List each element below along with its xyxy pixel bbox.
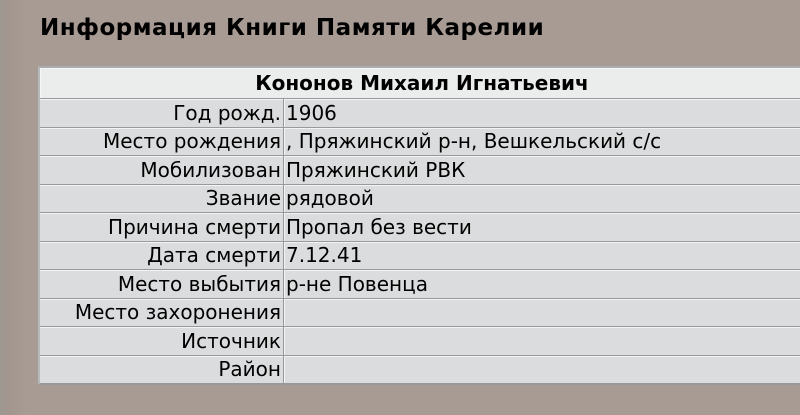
field-value: 1906 (284, 99, 800, 127)
record-row-birth-place: Место рождения , Пряжинский р-н, Вешкель… (40, 126, 800, 156)
record-person-name: Кононов Михаил Игнатьевич (40, 68, 800, 98)
record-row-source: Источник (40, 326, 800, 355)
field-value: Пряжинский РВК (284, 156, 800, 184)
field-label: Место захоронения (40, 298, 284, 326)
field-value (284, 299, 800, 327)
field-label: Год рожд. (40, 99, 284, 127)
record-row-death-date: Дата смерти 7.12.41 (40, 240, 800, 270)
field-label: Источник (40, 327, 284, 355)
record-row-death-cause: Причина смерти Пропал без вести (40, 212, 800, 241)
field-label: Место рождения (40, 127, 284, 155)
field-value: , Пряжинский р-н, Вешкельский с/с (284, 128, 800, 156)
record-row-burial-place: Место захоронения (40, 297, 800, 327)
page-title: Информация Книги Памяти Карелии (40, 15, 545, 41)
field-label: Звание (40, 184, 284, 212)
record-row-rank: Звание рядовой (40, 183, 800, 213)
record-row-place-of-loss: Место выбытия р-не Повенца (40, 269, 800, 298)
field-label: Причина смерти (40, 213, 284, 241)
field-value: 7.12.41 (284, 242, 800, 270)
record-row-mobilized-by: Мобилизован Пряжинский РВК (40, 155, 800, 184)
field-label: Дата смерти (40, 241, 284, 269)
field-label: Район (40, 355, 284, 383)
field-value: Пропал без вести (284, 213, 800, 241)
field-label: Место выбытия (40, 270, 284, 298)
field-value (284, 356, 800, 384)
field-value: рядовой (284, 185, 800, 213)
record-row-birth-year: Год рожд. 1906 (40, 98, 800, 127)
field-value (284, 327, 800, 355)
record-row-district: Район (40, 354, 800, 384)
field-value: р-не Повенца (284, 270, 800, 298)
field-label: Мобилизован (40, 156, 284, 184)
memorial-record-table: Кононов Михаил Игнатьевич Год рожд. 1906… (38, 66, 800, 385)
